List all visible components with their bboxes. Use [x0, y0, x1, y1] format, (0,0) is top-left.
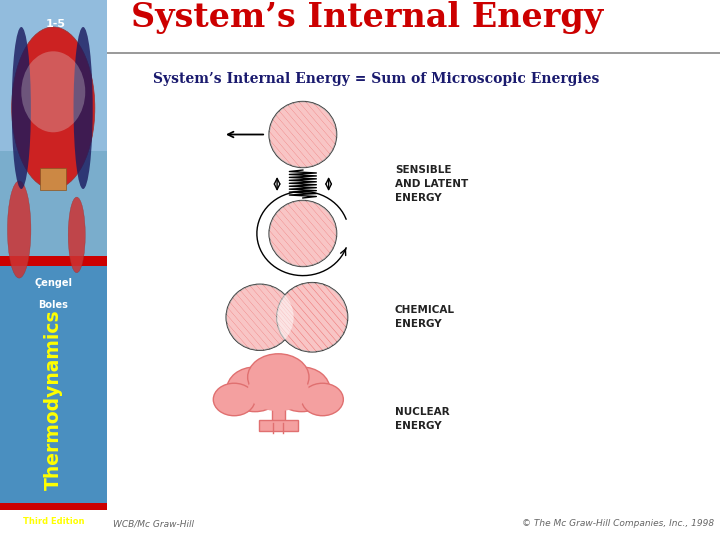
Text: Thermodynamics: Thermodynamics	[44, 309, 63, 490]
Text: Boles: Boles	[38, 300, 68, 310]
Text: © The Mc Graw-Hill Companies, Inc., 1998: © The Mc Graw-Hill Companies, Inc., 1998	[522, 519, 714, 528]
Ellipse shape	[7, 181, 31, 278]
Ellipse shape	[269, 200, 336, 267]
Ellipse shape	[248, 354, 309, 401]
Bar	[40, 168, 66, 190]
Text: System’s Internal Energy: System’s Internal Energy	[131, 1, 603, 34]
Ellipse shape	[213, 383, 255, 416]
Ellipse shape	[73, 27, 93, 189]
Text: Çengel: Çengel	[35, 279, 72, 288]
Ellipse shape	[68, 197, 85, 273]
Ellipse shape	[22, 51, 85, 132]
Bar	[271, 391, 285, 424]
Ellipse shape	[12, 27, 31, 189]
Ellipse shape	[269, 102, 336, 167]
Bar	[0, 256, 107, 266]
Text: Third Edition: Third Edition	[22, 517, 84, 525]
Bar	[258, 420, 298, 431]
Text: System’s Internal Energy = Sum of Microscopic Energies: System’s Internal Energy = Sum of Micros…	[153, 72, 600, 86]
Bar	[0, 503, 107, 510]
Bar	[0, 0, 107, 151]
Ellipse shape	[248, 370, 309, 411]
Ellipse shape	[302, 383, 343, 416]
Ellipse shape	[226, 284, 294, 350]
Text: 1-5: 1-5	[45, 19, 66, 29]
Ellipse shape	[227, 367, 283, 411]
Bar	[0, 259, 107, 505]
Text: NUCLEAR
ENERGY: NUCLEAR ENERGY	[395, 407, 449, 431]
Text: WCB/Mc Graw-Hill: WCB/Mc Graw-Hill	[113, 519, 194, 528]
Ellipse shape	[274, 367, 330, 411]
Ellipse shape	[12, 27, 95, 189]
Text: CHEMICAL
ENERGY: CHEMICAL ENERGY	[395, 305, 455, 329]
Ellipse shape	[276, 282, 348, 352]
Bar	[0, 0, 107, 259]
Text: SENSIBLE
AND LATENT
ENERGY: SENSIBLE AND LATENT ENERGY	[395, 165, 468, 202]
